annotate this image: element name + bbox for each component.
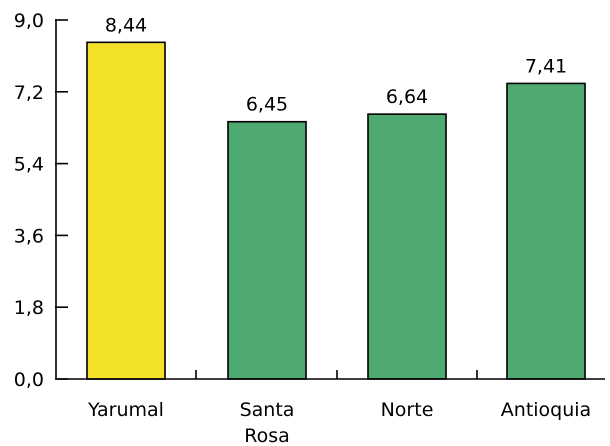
bar [227,120,307,380]
x-tick-label: Santa Rosa [240,399,295,446]
y-tick-label: 1,8 [14,297,44,319]
bars: 8,44 6,45 6,64 7,41 [86,14,586,380]
bar [86,41,166,380]
y-tick-label: 9,0 [14,10,44,32]
y-axis: 0,0 1,8 3,6 5,4 7,2 9,0 [14,10,68,391]
x-tick-label: Yarumal [87,399,164,421]
x-tick-label-line: Antioquia [501,399,591,421]
data-label: 7,41 [525,55,567,77]
y-tick-label: 5,4 [14,154,44,176]
y-tick-label: 3,6 [14,225,44,247]
y-tick-label: 0,0 [14,369,44,391]
data-label: 6,45 [246,94,288,116]
bar [367,113,447,380]
y-tick-label: 7,2 [14,82,44,104]
x-tick-label-line: Santa [240,399,295,421]
x-tick-label-line: Yarumal [87,399,164,421]
bar [506,82,586,380]
x-axis: Yarumal Santa Rosa Norte Antioquia [56,370,605,446]
x-tick-label-line: Rosa [244,425,290,446]
x-tick-label-line: Norte [381,399,434,421]
data-label: 6,64 [386,86,428,108]
x-tick-label: Antioquia [501,399,591,421]
x-tick-label: Norte [381,399,434,421]
data-label: 8,44 [105,14,147,36]
